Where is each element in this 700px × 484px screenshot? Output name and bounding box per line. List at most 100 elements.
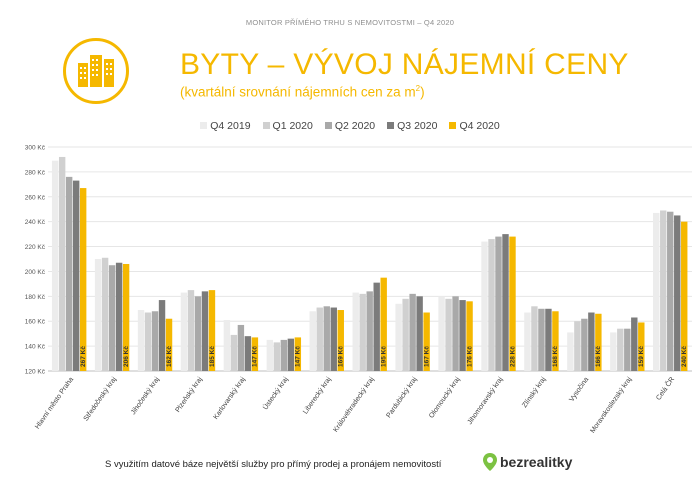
y-tick-label: 180 Kč	[25, 294, 46, 301]
bar	[459, 300, 466, 371]
legend-label: Q1 2020	[272, 120, 313, 132]
bar	[588, 312, 595, 371]
y-tick-label: 140 Kč	[25, 344, 46, 351]
y-tick-label: 220 Kč	[25, 244, 46, 251]
data-label: 206 Kč	[123, 346, 130, 367]
legend-swatch	[387, 122, 395, 129]
data-label: 176 Kč	[466, 346, 473, 367]
bar	[280, 339, 288, 371]
page-subtitle: (kvartální srovnání nájemních cen za m2)	[180, 84, 425, 100]
bar	[502, 234, 509, 371]
bar	[230, 334, 238, 371]
legend-item: Q4 2020	[449, 120, 500, 132]
bar	[244, 336, 252, 371]
data-label: 168 Kč	[552, 346, 559, 367]
y-tick-label: 160 Kč	[25, 319, 46, 326]
page-title: BYTY – VÝVOJ NÁJEMNÍ CENY	[180, 48, 629, 81]
x-tick-label: Karlovarský kraj	[213, 376, 248, 421]
bar	[624, 328, 631, 371]
data-label: 267 Kč	[80, 346, 87, 367]
bar	[165, 318, 173, 371]
bar	[681, 221, 688, 371]
bar	[359, 293, 366, 371]
bar	[660, 210, 667, 371]
legend-item: Q2 2020	[324, 120, 376, 132]
bar	[409, 293, 416, 371]
x-tick-label: Středočeský kraj	[83, 376, 119, 423]
legend-label: Q4 2020	[459, 120, 500, 132]
bar	[158, 300, 166, 371]
bar	[674, 215, 681, 371]
bar	[201, 291, 209, 371]
bar	[266, 339, 274, 371]
bar	[524, 312, 531, 371]
legend-label: Q2 2020	[334, 120, 376, 132]
bar	[115, 262, 123, 371]
x-tick-label: Moravskoslezský kraj	[589, 376, 633, 435]
x-tick-label: Ústecký kraj	[261, 375, 290, 412]
logo	[63, 38, 129, 104]
top-caption: MONITOR PŘÍMÉHO TRHU S NEMOVITOSTMI – Q4…	[245, 18, 455, 27]
bar	[208, 290, 216, 371]
data-label: 185 Kč	[209, 346, 216, 367]
bar	[180, 292, 188, 371]
y-tick-label: 240 Kč	[25, 219, 46, 226]
bar	[595, 313, 602, 371]
y-tick-label: 120 Kč	[25, 369, 46, 376]
bar	[187, 290, 195, 371]
bar	[610, 332, 617, 371]
rent-chart: 120 Kč 140 Kč 160 Kč 180 Kč 200 Kč 220 Kč 240 …	[25, 145, 692, 435]
bar	[452, 296, 459, 371]
legend-label: Q3 2020	[397, 120, 438, 132]
bar	[251, 337, 259, 371]
bar	[481, 241, 488, 371]
bar	[151, 311, 159, 371]
chart-legend: Q4 2019 Q1 2020 Q2 2020 Q3 2020 Q4 2020	[0, 120, 700, 132]
bar	[581, 318, 588, 371]
bar	[79, 188, 87, 371]
y-tick-label: 260 Kč	[25, 194, 46, 201]
bar	[509, 236, 516, 371]
data-label: 147 Kč	[252, 346, 259, 367]
bar	[366, 291, 373, 371]
bar	[631, 317, 638, 371]
bar	[617, 328, 624, 371]
bar	[287, 338, 295, 371]
x-tick-label: Celá ČR	[654, 375, 677, 402]
x-tick-label: Jihomoravský kraj	[467, 376, 505, 426]
x-tick-label: Pardubický kraj	[385, 376, 418, 420]
x-tick-label: Liberecký kraj	[302, 376, 333, 416]
data-label: 166 Kč	[595, 346, 602, 367]
bar	[438, 296, 445, 371]
bar	[402, 298, 409, 371]
bar	[416, 296, 423, 371]
data-label: 240 Kč	[681, 346, 688, 367]
bar	[223, 319, 231, 371]
bar	[545, 308, 552, 371]
bar	[65, 176, 73, 371]
legend-item: Q4 2019	[200, 120, 251, 132]
x-tick-label: Zlínský kraj	[521, 376, 547, 409]
legend-swatch	[449, 122, 457, 129]
bar	[137, 310, 145, 371]
location-pin-icon	[483, 453, 497, 471]
legend-swatch	[200, 122, 208, 129]
x-tick-label: Královéhradecký kraj	[332, 376, 375, 434]
bar	[667, 211, 674, 371]
bar	[638, 322, 645, 371]
bar	[94, 259, 102, 371]
bar	[122, 263, 130, 371]
bar	[294, 337, 302, 371]
y-tick-label: 300 Kč	[25, 145, 46, 152]
bar	[323, 306, 330, 371]
bar	[237, 324, 245, 371]
bar	[330, 307, 337, 371]
bar	[51, 160, 59, 371]
x-tick-label: Vysočina	[568, 376, 590, 403]
data-label: 147 Kč	[295, 346, 302, 367]
bar	[273, 342, 281, 371]
brand-logo: bezrealitky	[483, 453, 572, 471]
bar	[194, 296, 202, 371]
legend-swatch	[324, 122, 332, 129]
data-label: 169 Kč	[338, 346, 345, 367]
